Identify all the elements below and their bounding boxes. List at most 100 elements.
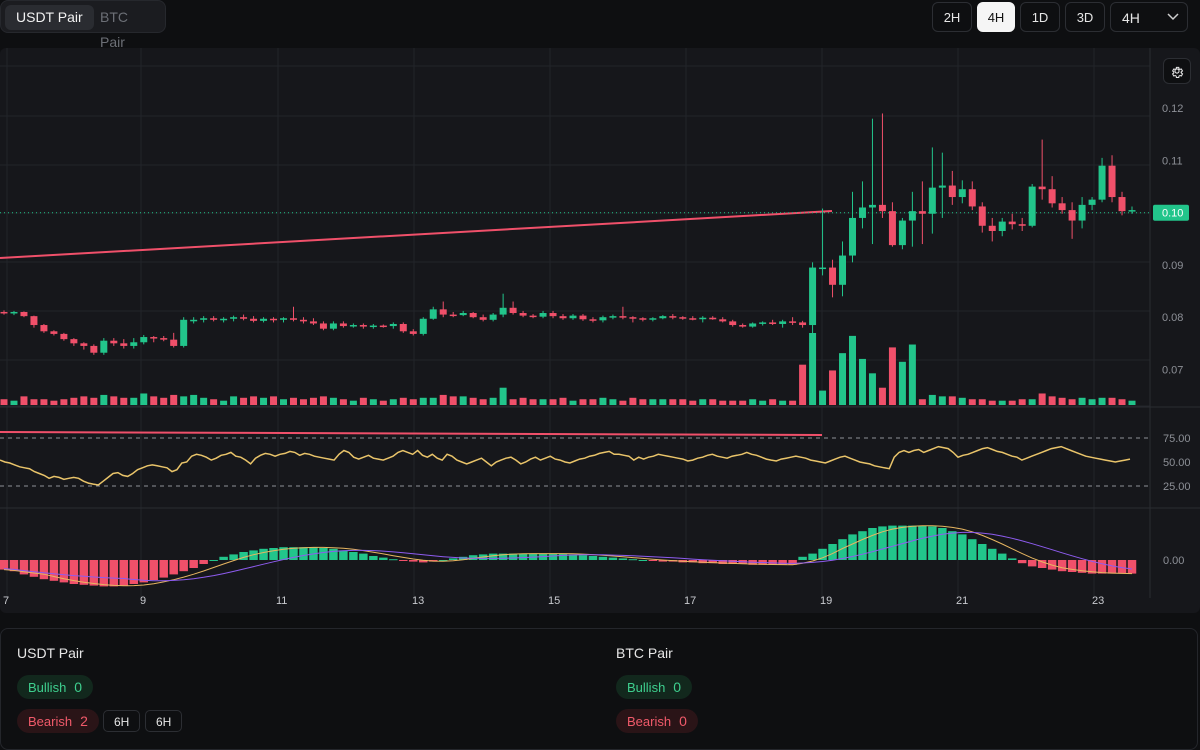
- macd-histogram-bar: [1107, 560, 1117, 574]
- btc-summary-title: BTC Pair: [616, 645, 673, 661]
- candle-body: [160, 338, 168, 340]
- signal-summary-panel: USDT Pair Bullish 0 Bearish 2 6H 6H BTC Pa…: [0, 628, 1198, 750]
- candle-body: [669, 316, 677, 318]
- candle-body: [469, 313, 477, 318]
- volume-bar: [389, 399, 397, 405]
- volume-bar: [309, 397, 317, 405]
- volume-bar: [1038, 393, 1046, 405]
- volume-bar: [90, 397, 98, 405]
- candle-body: [100, 340, 108, 353]
- volume-bar: [469, 397, 477, 405]
- candle-body: [240, 317, 248, 319]
- usdt-bullish-badge[interactable]: Bullish 0: [17, 675, 94, 699]
- candle-body: [878, 204, 886, 212]
- volume-bar: [639, 399, 647, 405]
- volume-bar: [769, 399, 777, 405]
- candle-body: [1108, 165, 1116, 198]
- volume-bar: [369, 399, 377, 405]
- candle-body: [779, 321, 787, 324]
- macd-histogram-bar: [588, 556, 598, 560]
- macd-histogram-bar: [79, 560, 89, 585]
- candle-body: [319, 323, 327, 329]
- macd-histogram-bar: [858, 531, 867, 560]
- timeframe-4h-button[interactable]: 4H: [977, 2, 1015, 32]
- macd-histogram-bar: [29, 560, 39, 577]
- macd-histogram-bar: [139, 560, 148, 583]
- candle-body: [799, 322, 807, 326]
- usdt-bearish-badge[interactable]: Bearish 2: [17, 709, 99, 733]
- volume-bar: [988, 400, 996, 405]
- usdt-pair-tab[interactable]: USDT Pair: [5, 5, 94, 30]
- candle-body: [1048, 189, 1056, 204]
- candle-body: [659, 316, 667, 319]
- candle-body: [280, 318, 287, 320]
- volume-bar: [1048, 396, 1056, 405]
- candle-body: [210, 318, 218, 320]
- macd-histogram-bar: [1017, 560, 1027, 564]
- candle-body: [729, 321, 737, 326]
- candle-body: [70, 339, 78, 344]
- volume-bar: [429, 397, 437, 405]
- macd-histogram-bar: [39, 560, 49, 580]
- timeframe-select[interactable]: 4H: [1110, 2, 1188, 32]
- macd-histogram-bar: [648, 560, 658, 561]
- candle-body: [1068, 210, 1076, 221]
- macd-histogram-bar: [319, 548, 328, 560]
- volume-bar: [10, 400, 18, 405]
- volume-bar: [709, 399, 717, 405]
- candle-body: [719, 319, 727, 322]
- volume-bar: [0, 399, 8, 405]
- volume-bar: [978, 399, 986, 405]
- macd-histogram-bar: [279, 547, 288, 560]
- macd-histogram-bar: [1127, 560, 1137, 574]
- btc-bearish-badge[interactable]: Bearish 0: [616, 709, 698, 733]
- volume-bar: [629, 397, 637, 405]
- macd-histogram-bar: [1117, 560, 1127, 574]
- candle-body: [749, 323, 757, 327]
- candle-body: [180, 319, 188, 346]
- volume-bar: [839, 353, 847, 405]
- candle-body: [1128, 210, 1136, 212]
- macd-histogram-bar: [918, 525, 927, 560]
- candle-body: [270, 318, 278, 321]
- macd-histogram-bar: [169, 560, 178, 575]
- x-tick-label: 19: [820, 595, 832, 607]
- volume-bar: [160, 397, 168, 405]
- timeframe-1d-button[interactable]: 1D: [1020, 2, 1060, 32]
- macd-histogram-bar: [1057, 560, 1067, 572]
- candle-body: [709, 317, 717, 320]
- x-tick-label: 13: [412, 595, 424, 607]
- macd-histogram-bar: [558, 553, 568, 560]
- candle-body: [200, 318, 208, 320]
- btc-bullish-badge[interactable]: Bullish 0: [616, 675, 693, 699]
- price-chart[interactable]: 0.12 0.11 0.09 0.08 0.07 0.10 75.00 50.00 25.00 0…: [0, 48, 1200, 613]
- candle-body: [918, 211, 926, 214]
- volume-bar: [1078, 397, 1086, 405]
- macd-histogram-bar: [518, 553, 528, 560]
- rsi-tick-label: 50.00: [1163, 457, 1191, 469]
- usdt-bearish-tf-tag[interactable]: 6H: [145, 710, 183, 732]
- candle-body: [140, 337, 148, 343]
- candle-body: [569, 315, 577, 319]
- macd-histogram-bar: [688, 560, 698, 563]
- timeframe-2h-button[interactable]: 2H: [932, 2, 972, 32]
- btc-bullish-label: Bullish: [627, 680, 666, 695]
- btc-pair-tab[interactable]: BTC Pair: [100, 9, 128, 50]
- volume-bar: [280, 399, 287, 405]
- volume-bar: [948, 396, 956, 405]
- chart-settings-button[interactable]: [1163, 58, 1191, 84]
- candle-body: [110, 340, 118, 344]
- candle-body: [998, 221, 1006, 231]
- x-tick-label: 17: [684, 595, 696, 607]
- usdt-bullish-label: Bullish: [28, 680, 67, 695]
- candle-body: [30, 316, 38, 326]
- volume-bar: [998, 400, 1006, 405]
- candle-body: [1038, 186, 1046, 190]
- usdt-bearish-tf-tag[interactable]: 6H: [103, 710, 141, 732]
- macd-histogram-bar: [1007, 558, 1017, 560]
- volume-bar: [499, 387, 507, 405]
- price-tick-label: 0.12: [1162, 103, 1183, 115]
- macd-histogram-bar: [808, 553, 817, 560]
- volume-bar: [210, 399, 218, 405]
- timeframe-3d-button[interactable]: 3D: [1065, 2, 1105, 32]
